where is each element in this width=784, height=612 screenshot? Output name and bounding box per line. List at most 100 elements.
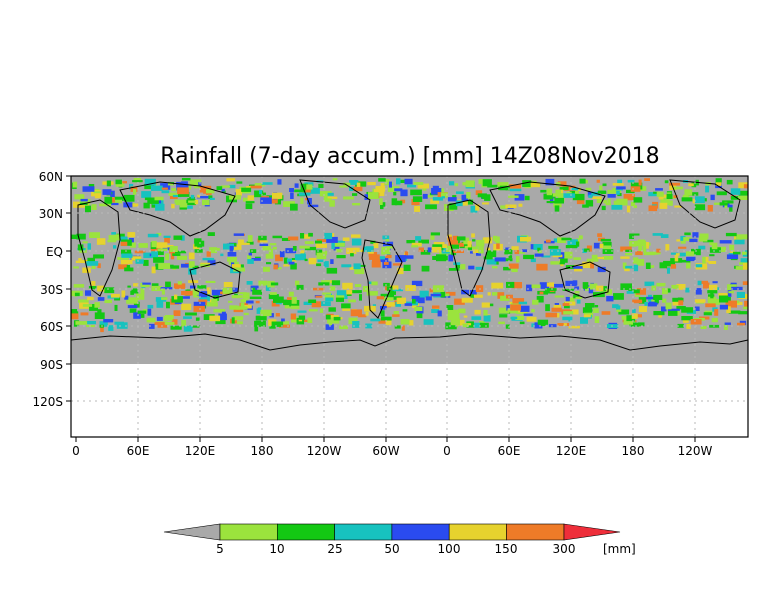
rain-patch bbox=[154, 251, 164, 255]
rain-patch bbox=[188, 261, 195, 267]
rain-patch bbox=[341, 264, 352, 268]
rain-patch bbox=[140, 283, 150, 288]
rain-patch bbox=[352, 321, 360, 328]
rain-patch bbox=[735, 266, 744, 270]
rain-patch bbox=[269, 243, 277, 246]
rain-patch bbox=[233, 267, 245, 272]
rain-patch bbox=[471, 316, 482, 320]
rain-patch bbox=[680, 235, 686, 241]
map-panel bbox=[70, 175, 749, 438]
rain-patch bbox=[242, 292, 250, 299]
rain-patch bbox=[418, 247, 424, 252]
rain-patch bbox=[593, 242, 600, 249]
rain-patch bbox=[447, 309, 460, 316]
rain-patch bbox=[668, 310, 678, 316]
rain-patch bbox=[335, 248, 343, 253]
rain-patch bbox=[356, 249, 369, 252]
rain-patch bbox=[686, 324, 691, 329]
rain-patch bbox=[124, 295, 129, 300]
rain-patch bbox=[596, 179, 600, 183]
rain-patch bbox=[450, 318, 460, 326]
rain-patch bbox=[327, 317, 337, 324]
rain-patch bbox=[233, 316, 244, 321]
rain-patch bbox=[286, 258, 292, 263]
rain-patch bbox=[546, 201, 557, 204]
rain-patch bbox=[644, 302, 648, 306]
rain-patch bbox=[724, 323, 728, 330]
rain-patch bbox=[379, 198, 383, 205]
rain-patch bbox=[507, 308, 511, 313]
rain-patch bbox=[665, 302, 672, 310]
rain-patch bbox=[709, 242, 714, 246]
rain-patch bbox=[561, 237, 572, 241]
rain-patch bbox=[285, 248, 297, 254]
rain-patch bbox=[392, 314, 400, 317]
rain-patch bbox=[238, 242, 250, 245]
rain-patch bbox=[358, 314, 367, 318]
rain-patch bbox=[728, 310, 741, 314]
rain-patch bbox=[194, 238, 202, 244]
rain-patch bbox=[497, 182, 509, 187]
rain-patch bbox=[452, 195, 457, 199]
rain-patch bbox=[681, 316, 693, 321]
rain-patch bbox=[168, 192, 181, 196]
rain-patch bbox=[262, 246, 271, 251]
rain-patch bbox=[75, 260, 85, 263]
rain-patch bbox=[228, 300, 233, 303]
rain-patch bbox=[319, 308, 324, 313]
rain-patch bbox=[616, 305, 621, 310]
rain-patch bbox=[180, 235, 185, 241]
rain-patch bbox=[692, 232, 699, 238]
rain-patch bbox=[185, 312, 197, 316]
rain-patch bbox=[638, 179, 642, 186]
rain-patch bbox=[582, 204, 589, 208]
rain-patch bbox=[290, 192, 294, 199]
rain-patch bbox=[479, 322, 489, 328]
rain-patch bbox=[254, 325, 259, 332]
rain-patch bbox=[283, 201, 295, 207]
rain-patch bbox=[269, 292, 277, 295]
rain-patch bbox=[576, 299, 581, 304]
rain-patch bbox=[183, 290, 193, 296]
rain-patch bbox=[254, 190, 264, 198]
rain-patch bbox=[625, 249, 632, 252]
rain-patch bbox=[505, 324, 510, 329]
rain-patch bbox=[647, 302, 657, 307]
x-tick-label: 120W bbox=[307, 444, 342, 458]
rain-patch bbox=[738, 182, 748, 189]
rain-patch bbox=[596, 197, 602, 203]
rain-patch bbox=[625, 253, 633, 256]
rain-patch bbox=[138, 243, 148, 248]
rain-patch bbox=[273, 296, 284, 303]
rain-patch bbox=[515, 315, 525, 320]
rain-patch bbox=[473, 322, 483, 328]
rain-patch bbox=[378, 318, 389, 324]
rain-patch bbox=[503, 266, 511, 271]
rain-patch bbox=[665, 244, 670, 251]
rain-patch bbox=[294, 183, 299, 188]
rain-patch bbox=[728, 291, 734, 294]
rain-patch bbox=[483, 310, 488, 316]
rain-patch bbox=[177, 255, 187, 260]
rain-patch bbox=[441, 192, 448, 198]
rain-patch bbox=[325, 314, 331, 320]
rain-patch bbox=[545, 239, 551, 243]
rain-patch bbox=[332, 178, 338, 181]
rain-patch bbox=[146, 317, 156, 323]
rain-patch bbox=[260, 197, 272, 204]
rain-patch bbox=[103, 319, 114, 323]
rain-patch bbox=[593, 256, 604, 259]
rain-patch bbox=[227, 257, 237, 262]
rain-patch bbox=[283, 264, 290, 267]
rain-patch bbox=[317, 259, 324, 263]
rain-patch bbox=[231, 264, 241, 269]
rain-patch bbox=[331, 280, 341, 286]
rain-patch bbox=[669, 182, 681, 186]
rain-patch bbox=[252, 289, 262, 295]
rain-patch bbox=[174, 283, 186, 289]
rain-patch bbox=[165, 253, 170, 261]
rain-patch bbox=[359, 294, 362, 301]
rain-patch bbox=[441, 196, 445, 199]
rain-patch bbox=[129, 308, 137, 313]
rain-patch bbox=[298, 315, 306, 320]
